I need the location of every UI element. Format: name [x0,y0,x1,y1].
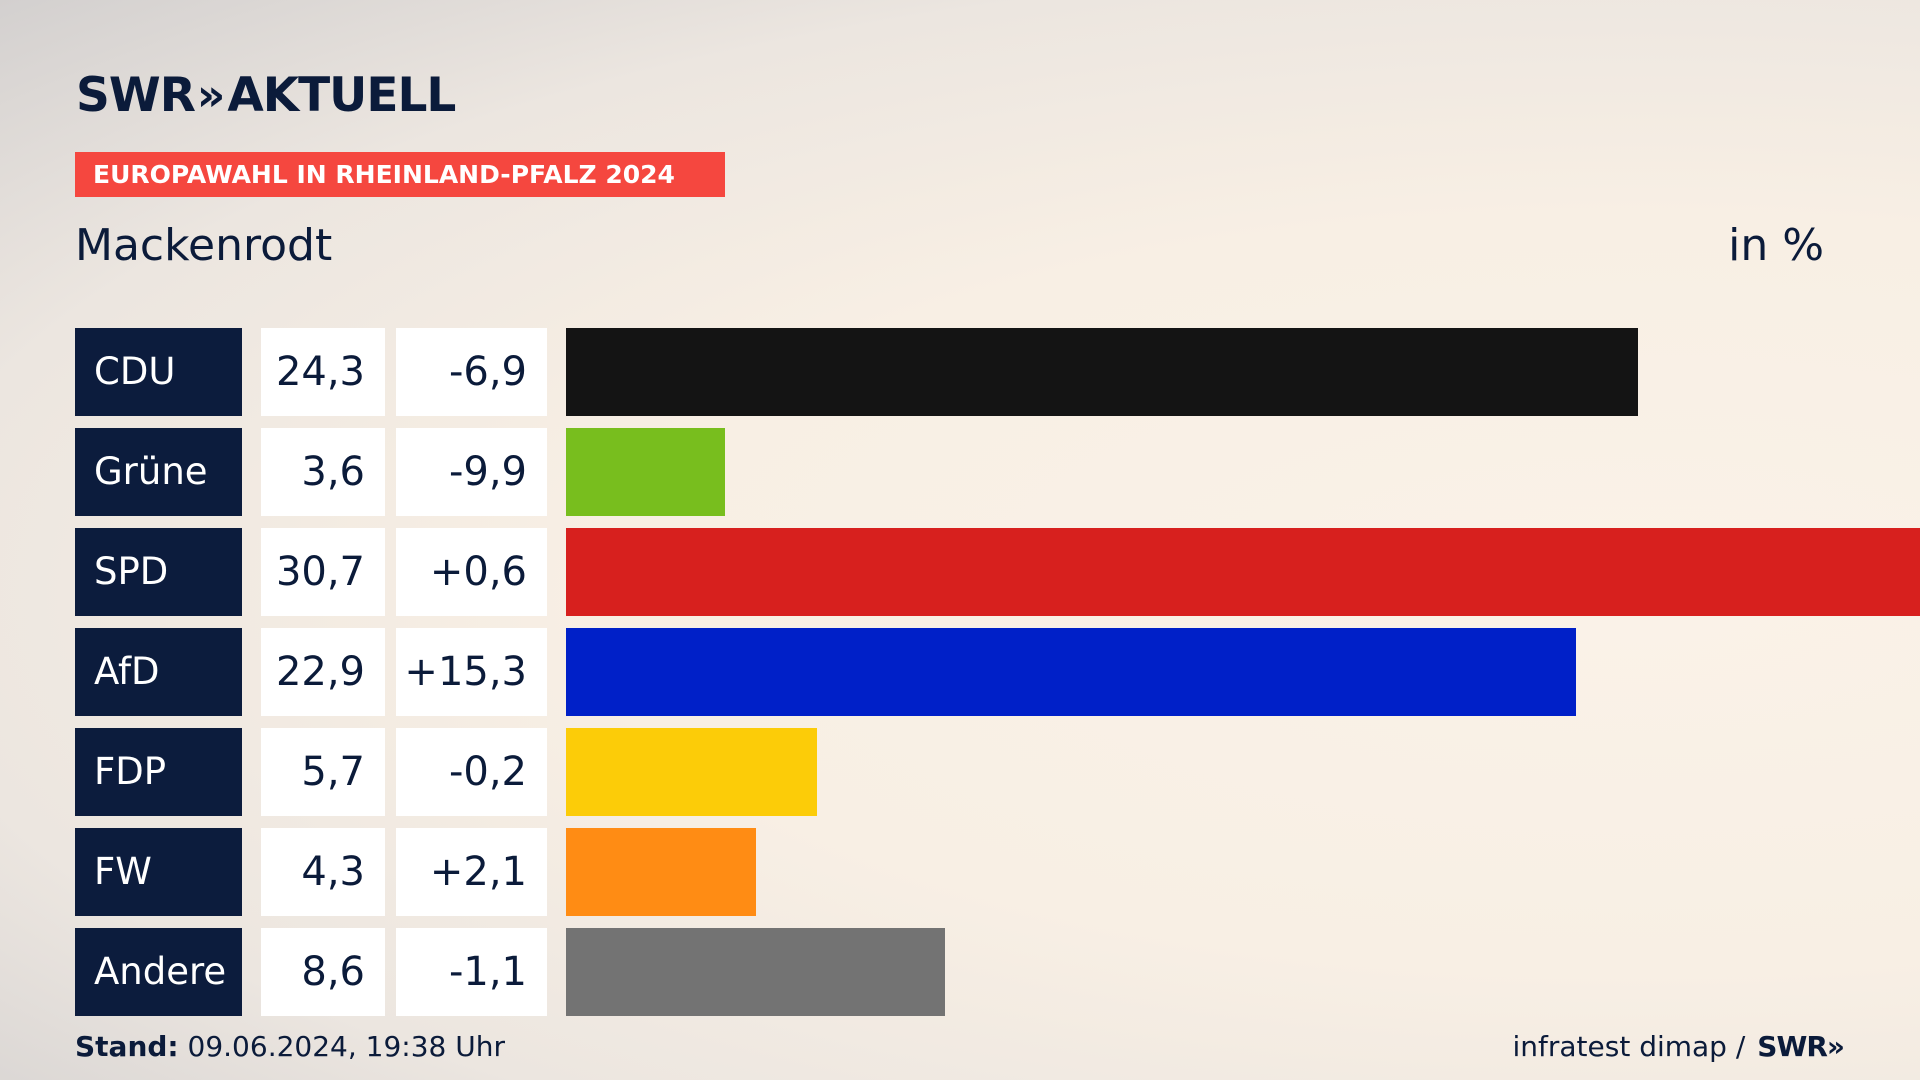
vote-share-label: 3,6 [261,428,385,516]
change-label: -6,9 [396,328,547,416]
vote-share-label: 22,9 [261,628,385,716]
vote-share-label: 30,7 [261,528,385,616]
change-label: +15,3 [396,628,547,716]
bar [566,928,945,1016]
bar [566,828,756,916]
party-label: Andere [75,928,242,1016]
chart-row: FW 4,3 +2,1 [75,828,1875,916]
change-label: -9,9 [396,428,547,516]
chart-row: SPD 30,7 +0,6 [75,528,1920,616]
swr-footer-logo: SWR» [1757,1030,1845,1063]
party-label: FW [75,828,242,916]
timestamp: Stand: 09.06.2024, 19:38 Uhr [75,1030,505,1063]
logo-swr-text: SWR [76,68,196,123]
party-label: CDU [75,328,242,416]
change-label: -0,2 [396,728,547,816]
location-title: Mackenrodt [75,220,333,271]
stand-value: 09.06.2024, 19:38 Uhr [187,1030,505,1063]
unit-label: in % [1728,220,1824,271]
vote-share-label: 8,6 [261,928,385,1016]
bar [566,628,1576,716]
chart-row: FDP 5,7 -0,2 [75,728,1875,816]
stand-label: Stand: [75,1030,179,1063]
source-text: infratest dimap / [1512,1030,1746,1063]
bar [566,728,817,816]
chart-row: Andere 8,6 -1,1 [75,928,1875,1016]
source-credit: infratest dimap / SWR» [1512,1030,1845,1063]
logo-aktuell-text: AKTUELL [227,68,456,123]
party-label: Grüne [75,428,242,516]
chart-row: Grüne 3,6 -9,9 [75,428,1875,516]
chart-row: CDU 24,3 -6,9 [75,328,1875,416]
vote-share-label: 5,7 [261,728,385,816]
swr-aktuell-logo: SWR » AKTUELL [76,68,456,123]
party-label: AfD [75,628,242,716]
change-label: +2,1 [396,828,547,916]
vote-share-label: 24,3 [261,328,385,416]
party-label: SPD [75,528,242,616]
logo-chevron-icon: » [196,70,226,121]
chart-row: AfD 22,9 +15,3 [75,628,1875,716]
bar [566,328,1638,416]
election-banner: EUROPAWAHL IN RHEINLAND-PFALZ 2024 [75,152,725,197]
party-label: FDP [75,728,242,816]
change-label: -1,1 [396,928,547,1016]
change-label: +0,6 [396,528,547,616]
bar [566,528,1920,616]
bar [566,428,725,516]
vote-share-label: 4,3 [261,828,385,916]
